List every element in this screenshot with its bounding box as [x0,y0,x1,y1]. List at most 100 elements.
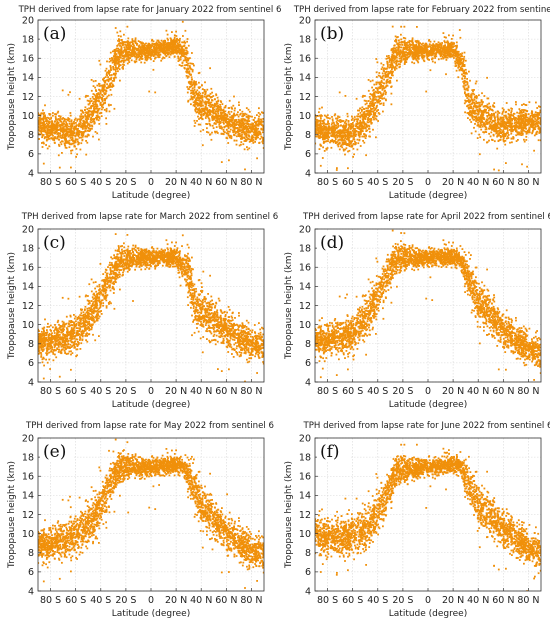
data-point [171,31,173,33]
data-point [396,56,398,59]
data-point [489,125,492,127]
data-point [185,59,188,62]
data-point [216,132,219,134]
data-point [165,46,167,49]
data-point [383,90,386,93]
data-point [453,57,455,59]
data-point [125,48,128,51]
data-point [87,111,90,114]
data-point [238,120,241,123]
data-point [120,47,123,50]
data-point [220,125,222,128]
data-point [376,61,379,64]
data-point [374,95,376,98]
data-point [164,52,167,55]
data-point [50,137,52,140]
data-point [494,130,496,133]
data-point [74,141,77,144]
data-point [344,95,347,97]
data-point [241,118,244,120]
data-point [442,32,445,34]
data-point [433,55,436,58]
data-point [463,102,466,105]
data-point [92,97,95,100]
data-point [200,96,203,99]
data-point [247,125,250,128]
data-point [209,105,212,107]
data-point [333,135,336,138]
data-point [101,104,103,106]
data-point [170,40,172,43]
data-point [59,141,62,144]
data-point [116,62,118,65]
data-point [345,142,347,145]
data-point [466,100,468,102]
data-point [95,114,98,117]
data-point [518,127,521,130]
data-point [127,45,130,48]
data-point [344,148,347,151]
data-point [156,39,159,42]
data-point [173,43,176,45]
data-point [210,138,213,141]
data-point [331,119,334,122]
data-point [361,106,364,109]
data-point [39,121,42,124]
data-point [84,135,87,138]
data-point [203,89,206,91]
data-point [166,37,169,40]
data-point [206,101,209,103]
data-point [219,116,222,119]
data-point [57,132,60,135]
data-point [112,60,114,62]
data-point [195,106,198,109]
data-point [477,105,480,108]
data-point [88,123,91,126]
data-point [40,131,43,133]
data-point [435,55,438,58]
x-tick-label: 20 N [165,177,187,188]
data-point [332,127,335,130]
data-point [53,127,56,129]
data-point [478,104,481,106]
data-point [260,135,263,138]
data-point [104,79,107,82]
data-point [246,146,248,148]
data-point [59,115,62,118]
data-point [59,132,61,135]
data-point [396,54,398,56]
data-point [368,125,371,128]
data-point [218,115,221,118]
data-point [524,122,527,124]
data-point [491,121,493,124]
data-point [139,53,142,55]
data-point [489,135,492,138]
data-point [504,115,507,118]
data-point [85,127,88,130]
data-point [70,129,73,132]
data-point [101,89,103,92]
data-point [55,124,58,127]
data-point [159,47,162,49]
data-point [459,58,462,60]
data-point [86,141,89,144]
data-point [448,34,450,37]
data-point [70,124,72,127]
data-point [242,143,245,146]
data-point [399,61,402,63]
data-point [92,93,95,95]
data-point [220,109,222,112]
data-point [182,55,185,58]
data-point [42,162,45,165]
data-point [99,90,102,93]
data-point [486,103,489,106]
data-point [98,123,101,125]
data-point [521,132,524,135]
data-point [54,115,57,118]
data-point [207,94,210,97]
data-point [59,136,62,138]
data-point [148,43,151,46]
data-point [517,127,520,130]
data-point [255,122,257,125]
data-point [222,129,225,131]
